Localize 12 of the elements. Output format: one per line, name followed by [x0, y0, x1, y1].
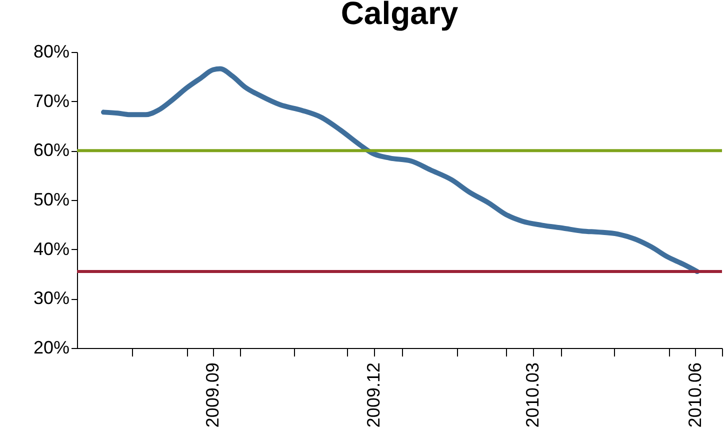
y-tick-label: 30%	[33, 288, 70, 308]
y-tick-label: 70%	[33, 90, 70, 111]
chart-title: Calgary	[340, 0, 458, 31]
x-tick-label: 2009.12	[363, 362, 384, 428]
y-tick-label: 20%	[33, 338, 70, 358]
y-tick-label: 80%	[33, 42, 70, 62]
y-tick-label: 50%	[33, 190, 70, 210]
x-tick-label: 2010.03	[522, 362, 542, 428]
x-tick-label: 2010.06	[684, 362, 705, 428]
x-tick-label: 2009.09	[202, 362, 223, 428]
y-tick-label: 40%	[33, 238, 70, 259]
y-tick-label: 60%	[33, 140, 70, 160]
